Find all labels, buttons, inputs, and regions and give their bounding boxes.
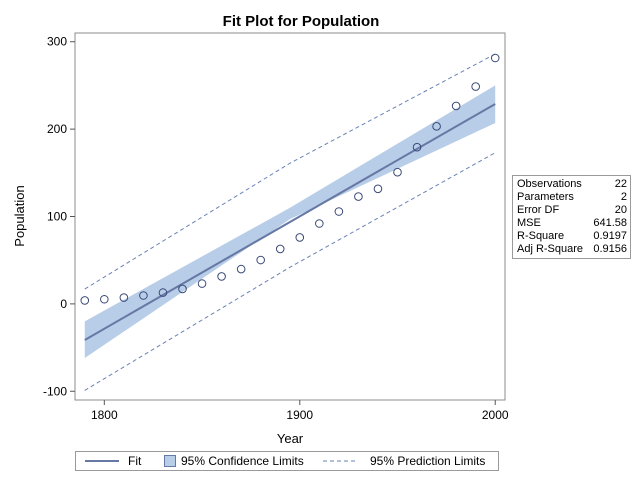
stats-row: MSE 641.58 [513, 217, 630, 230]
legend-fit-label: Fit [128, 454, 142, 468]
data-point [236, 264, 246, 274]
y-axis-label: Population [12, 185, 27, 246]
data-point [119, 293, 129, 302]
stats-row: Parameters 2 [513, 191, 630, 204]
fit-statistics-table: Observations 22 Parameters 2 Error DF 20 MSE 64… [512, 175, 631, 259]
prediction-limit-upper [84, 53, 496, 290]
stats-label: Parameters [517, 191, 574, 203]
chart-title: Fit Plot for Population [223, 13, 380, 30]
x-tick-label: 1900 [286, 408, 313, 422]
data-point [178, 284, 187, 294]
data-point [373, 184, 383, 194]
stats-value: 0.9156 [593, 243, 627, 255]
data-point [275, 244, 285, 254]
stats-value: 0.9197 [593, 230, 627, 242]
stats-row: R-Square 0.9197 [513, 230, 630, 243]
data-point [100, 294, 109, 304]
data-point [197, 279, 207, 288]
data-point [432, 122, 441, 131]
data-point [256, 255, 265, 265]
data-point [315, 219, 324, 228]
y-tick-label: -100 [43, 384, 67, 398]
legend-fit-swatch [85, 460, 119, 462]
data-point [471, 82, 480, 91]
legend: Fit 95% Confidence Limits 95% Prediction… [75, 451, 499, 471]
legend-confidence-label: 95% Confidence Limits [181, 454, 304, 468]
data-point [217, 272, 226, 281]
x-tick-label: 2000 [482, 408, 509, 422]
y-tick-label: 300 [47, 35, 67, 49]
prediction-limit-lower [84, 152, 496, 391]
stats-value: 20 [614, 204, 627, 216]
legend-prediction-label: 95% Prediction Limits [370, 454, 486, 468]
stats-value: 2 [620, 191, 627, 203]
stats-value: 22 [614, 178, 627, 190]
stats-label: R-Square [517, 230, 565, 242]
data-point [393, 167, 402, 177]
data-point [158, 288, 168, 297]
stats-value: 641.58 [593, 217, 627, 229]
y-tick-label: 0 [60, 297, 67, 311]
x-axis-label: Year [277, 431, 304, 446]
stats-row: Adj R-Square 0.9156 [513, 243, 630, 256]
stats-label: Adj R-Square [517, 243, 584, 255]
data-point [295, 233, 305, 242]
x-tick-label: 1800 [91, 408, 118, 422]
data-point [451, 101, 461, 111]
data-point [334, 207, 344, 216]
stats-label: Error DF [517, 204, 560, 216]
data-point [80, 296, 90, 305]
fit-line [84, 103, 496, 341]
stats-label: Observations [517, 178, 582, 190]
stats-row: Observations 22 [513, 178, 630, 191]
y-tick-label: 100 [47, 210, 67, 224]
stats-label: MSE [517, 217, 541, 229]
legend-prediction-swatch [323, 460, 357, 462]
data-point [354, 192, 363, 201]
confidence-band [84, 85, 496, 359]
data-point [412, 142, 422, 152]
legend-confidence-swatch [164, 455, 176, 467]
y-tick-label: 200 [47, 122, 67, 136]
data-point [139, 291, 148, 300]
data-point [490, 53, 500, 63]
stats-row: Error DF 20 [513, 204, 630, 217]
